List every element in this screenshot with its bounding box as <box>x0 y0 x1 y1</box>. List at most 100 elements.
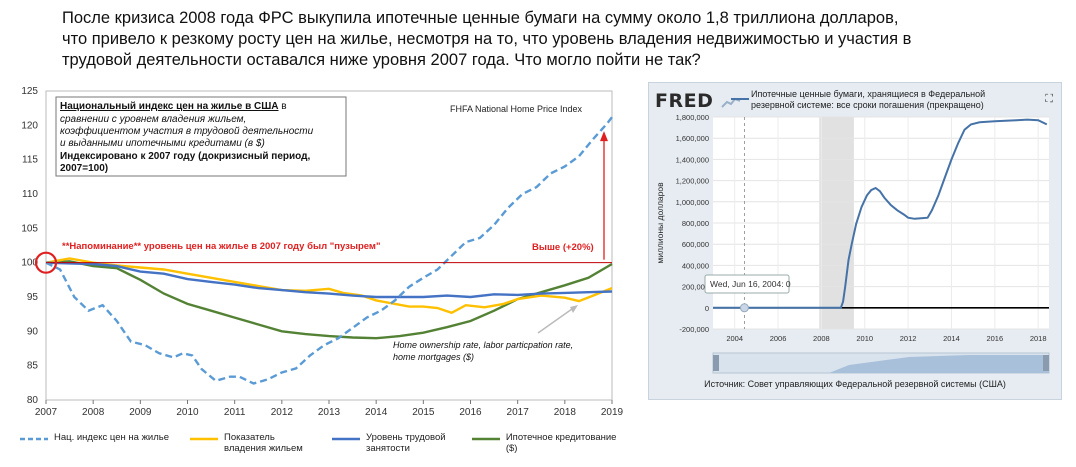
x-tick-label: 2018 <box>554 407 577 418</box>
headline-line-2: что привело к резкому росту цен на жилье… <box>62 30 912 48</box>
fred-y-tick-label: 600,000 <box>682 240 709 249</box>
y-tick-label: 90 <box>27 326 39 337</box>
headline-line-3: трудовой деятельности оставался ниже уро… <box>62 51 701 69</box>
chart-info-box <box>55 96 347 177</box>
fred-x-tick-label: 2018 <box>1030 334 1047 343</box>
fred-y-tick-label: 1,800,000 <box>676 113 709 122</box>
range-slider-right-handle[interactable] <box>1043 355 1049 371</box>
fred-x-axis: 2004 2006 2008 2010 2012 2014 2016 2018 <box>726 334 1046 343</box>
fred-y-tick-label: 1,000,000 <box>676 198 709 207</box>
fred-logo-text: FRED <box>655 90 714 112</box>
start-point-circle-icon <box>34 251 58 274</box>
range-slider-area <box>713 355 1049 373</box>
info-box-title-suffix: в <box>279 101 287 112</box>
x-tick-label: 2011 <box>224 407 246 418</box>
info-box-title-line: Национальный индекс цен на жилье в США в <box>60 101 287 112</box>
y-tick-label: 110 <box>22 189 38 200</box>
fred-series-title-line2: резервной системе: все сроки погашения (… <box>751 100 984 110</box>
x-tick-label: 2009 <box>129 407 152 418</box>
x-tick-label: 2008 <box>82 407 105 418</box>
annotation-line-2: home mortgages ($) <box>393 352 474 362</box>
fred-y-tick-label: 200,000 <box>682 283 709 292</box>
x-tick-label: 2017 <box>507 407 530 418</box>
fred-y-tick-label: 1,600,000 <box>676 134 709 143</box>
fred-x-tick-label: 2014 <box>943 334 960 343</box>
headline: После кризиса 2008 года ФРС выкупила ипо… <box>62 8 1062 71</box>
fred-series-line <box>713 118 1048 309</box>
y-tick-label: 100 <box>21 258 38 269</box>
legend-label-line2: владения жильем <box>224 443 303 454</box>
x-axis: 2007 2008 2009 2010 2011 2012 2013 2014 2015 2016… <box>35 400 624 418</box>
legend-label: Уровень трудовой занятости <box>366 432 446 454</box>
info-box-line-3: коэффициентом участия в трудовой деятель… <box>60 125 314 137</box>
fred-y-tick-label: 1,400,000 <box>676 155 709 164</box>
legend-item-price: Нац. индекс цен на жилье <box>20 432 169 443</box>
y-tick-label: 115 <box>22 155 38 166</box>
x-tick-label: 2016 <box>459 407 482 418</box>
fred-y-axis: -200,000 0 200,000 400,000 600,000 800,000 1,0… <box>676 113 709 334</box>
annotation-arrow-icon <box>537 308 573 334</box>
info-box-title: Национальный индекс цен на жилье в США <box>60 101 279 112</box>
x-tick-label: 2015 <box>412 407 435 418</box>
fred-x-tick-label: 2016 <box>986 334 1003 343</box>
info-box-line-6: 2007=100) <box>60 163 108 174</box>
y-axis: 80 85 90 95 100 105 110 115 120 125 <box>21 86 38 406</box>
y-tick-label: 95 <box>27 292 39 303</box>
legend-swatch-dashed-line-icon <box>20 437 48 441</box>
legend-label: Показатель владения жильем <box>224 432 303 454</box>
expand-icon[interactable]: ⛶ <box>1045 93 1053 105</box>
info-box-line-2: сравнении с уровнем владения жильем, <box>60 114 246 125</box>
x-tick-label: 2014 <box>365 407 388 418</box>
legend-item-labor: Уровень трудовой занятости <box>332 432 446 454</box>
x-tick-label: 2010 <box>176 407 199 418</box>
series-group <box>45 116 613 385</box>
legend-item-ownership: Показатель владения жильем <box>190 432 303 454</box>
chart-legend: Нац. индекс цен на жилье Показатель владе… <box>20 432 630 462</box>
annotation-line-1: Home ownership rate, labor particpation … <box>393 340 573 350</box>
legend-swatch-line-icon <box>332 437 360 441</box>
tooltip-marker[interactable] <box>739 303 749 313</box>
reminder-text: **Напоминание** уровень цен на жилье в 2… <box>62 241 380 252</box>
y-tick-label: 125 <box>21 86 38 97</box>
fred-y-tick-label: 0 <box>705 304 709 313</box>
x-tick-label: 2012 <box>271 407 294 418</box>
y-tick-label: 80 <box>27 395 39 406</box>
x-tick-label: 2013 <box>318 407 341 418</box>
fred-x-tick-label: 2010 <box>856 334 873 343</box>
fred-x-tick-label: 2004 <box>726 334 743 343</box>
fred-y-axis-label: миллионы долларов <box>655 182 665 264</box>
legend-label-line1: Показатель <box>224 432 275 443</box>
y-tick-label: 85 <box>27 361 39 372</box>
tooltip-text: Wed, Jun 16, 2004: 0 <box>710 279 791 289</box>
info-box-line-5: Индексировано к 2007 году (докризисный п… <box>60 151 310 162</box>
fred-series-swatch-icon <box>731 98 749 100</box>
legend-swatch-line-icon <box>472 437 500 441</box>
headline-line-1: После кризиса 2008 года ФРС выкупила ипо… <box>62 9 899 27</box>
fred-panel: FRED Ипотечные ценные бумаги, хранящиеся… <box>648 82 1062 400</box>
series-line-labor <box>45 261 613 299</box>
legend-swatch-line-icon <box>190 437 218 441</box>
fred-x-tick-label: 2006 <box>770 334 787 343</box>
legend-label: Нац. индекс цен на жилье <box>54 432 169 443</box>
annotation-arrowhead-icon <box>570 305 578 313</box>
fred-series-title-line1: Ипотечные ценные бумаги, хранящиеся в Фе… <box>751 89 986 99</box>
legend-label-line1: Уровень трудовой <box>366 432 446 443</box>
fred-x-tick-label: 2008 <box>813 334 830 343</box>
legend-label-line1: Нац. индекс цен на жилье <box>54 432 170 443</box>
range-slider-left-handle[interactable] <box>713 355 719 371</box>
fred-series-title: Ипотечные ценные бумаги, хранящиеся в Фе… <box>751 89 1031 111</box>
fred-x-tick-label: 2012 <box>900 334 917 343</box>
legend-item-mortgage: Ипотечное кредитование ($) <box>472 432 630 454</box>
arrowhead-icon <box>600 131 608 142</box>
legend-label-line2: занятости <box>366 443 410 454</box>
higher-label: Выше (+20%) <box>532 242 594 253</box>
y-tick-label: 120 <box>21 120 38 131</box>
legend-label-line1: Ипотечное кредитование ($) <box>505 432 617 454</box>
x-tick-label: 2019 <box>601 407 624 418</box>
fred-y-tick-label: 400,000 <box>682 261 709 270</box>
source-label: FHFA National Home Price Index <box>450 104 583 114</box>
fred-y-tick-label: 800,000 <box>682 219 709 228</box>
fred-chart: -200,000 0 200,000 400,000 600,000 800,000 1,0… <box>655 113 1050 374</box>
fred-y-tick-label: 1,200,000 <box>676 177 709 186</box>
